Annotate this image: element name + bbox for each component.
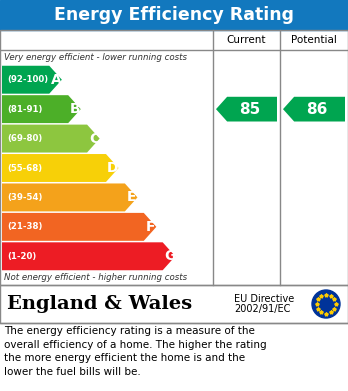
- Text: (39-54): (39-54): [7, 193, 42, 202]
- Text: (81-91): (81-91): [7, 105, 42, 114]
- Circle shape: [312, 290, 340, 318]
- Text: B: B: [70, 102, 80, 116]
- Polygon shape: [2, 154, 119, 182]
- Polygon shape: [2, 95, 81, 123]
- Bar: [0, 285, 348, 323]
- Bar: [0, 30, 348, 285]
- Text: 86: 86: [306, 102, 327, 117]
- Text: England & Wales: England & Wales: [7, 295, 192, 313]
- Text: 2002/91/EC: 2002/91/EC: [234, 304, 290, 314]
- Text: (55-68): (55-68): [7, 163, 42, 172]
- Polygon shape: [283, 97, 345, 122]
- Text: (1-20): (1-20): [7, 252, 36, 261]
- Text: D: D: [107, 161, 119, 175]
- Text: F: F: [146, 220, 156, 234]
- Polygon shape: [2, 213, 156, 241]
- Text: Potential: Potential: [291, 35, 337, 45]
- Polygon shape: [2, 242, 175, 270]
- Text: (69-80): (69-80): [7, 134, 42, 143]
- Polygon shape: [2, 183, 137, 212]
- Polygon shape: [216, 97, 277, 122]
- Bar: [0, 0, 348, 30]
- Text: C: C: [89, 131, 99, 145]
- Text: 85: 85: [239, 102, 260, 117]
- Text: Energy Efficiency Rating: Energy Efficiency Rating: [54, 6, 294, 24]
- Text: G: G: [164, 249, 175, 263]
- Text: (92-100): (92-100): [7, 75, 48, 84]
- Text: E: E: [127, 190, 136, 204]
- Text: Current: Current: [227, 35, 266, 45]
- Text: EU Directive: EU Directive: [234, 294, 294, 304]
- Polygon shape: [2, 125, 100, 152]
- Text: Very energy efficient - lower running costs: Very energy efficient - lower running co…: [4, 53, 187, 62]
- Text: (21-38): (21-38): [7, 222, 42, 231]
- Text: A: A: [51, 73, 62, 87]
- Text: The energy efficiency rating is a measure of the
overall efficiency of a home. T: The energy efficiency rating is a measur…: [4, 326, 267, 377]
- Text: Not energy efficient - higher running costs: Not energy efficient - higher running co…: [4, 273, 187, 283]
- Polygon shape: [2, 66, 62, 94]
